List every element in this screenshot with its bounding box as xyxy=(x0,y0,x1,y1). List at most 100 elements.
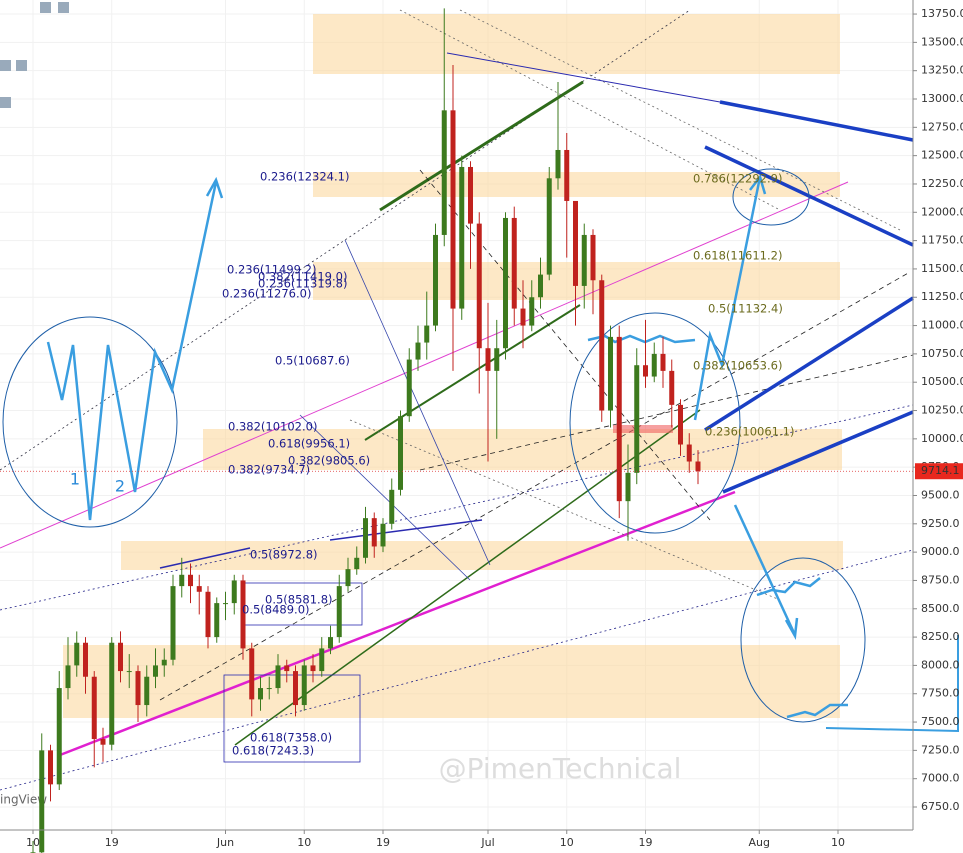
box xyxy=(613,425,673,433)
trend-line xyxy=(399,9,781,211)
candle-body xyxy=(538,274,543,298)
candle-body xyxy=(214,603,220,638)
y-tick-label: 7000.0 xyxy=(921,772,960,785)
candle-body xyxy=(56,688,62,785)
x-tick-label: 10 xyxy=(560,836,574,849)
candle-body xyxy=(529,297,535,326)
box xyxy=(223,674,361,763)
y-tick-label: 11750.0 xyxy=(921,234,963,247)
candle-body xyxy=(468,166,473,224)
y-tick-label: 9250.0 xyxy=(921,517,960,530)
candle-body xyxy=(170,586,176,660)
zone xyxy=(313,14,840,74)
candle-body xyxy=(126,671,132,673)
last-price-label: 9714.1 xyxy=(921,464,960,477)
icon xyxy=(0,60,11,71)
y-tick-label: 9000.0 xyxy=(921,545,960,558)
y-tick-label: 7750.0 xyxy=(921,687,960,700)
trend-line xyxy=(59,490,736,757)
candle-body xyxy=(415,342,421,360)
y-tick-label: 6750.0 xyxy=(921,800,960,813)
fib-label: 0.236(10061.1) xyxy=(705,425,794,439)
trend-line xyxy=(159,547,251,569)
fib-label: 0.5(8489.0) xyxy=(242,603,310,617)
candle-body xyxy=(371,518,377,547)
zone xyxy=(313,172,840,197)
y-tick-label: 12250.0 xyxy=(921,177,963,190)
candle-body xyxy=(503,217,508,349)
candle-body xyxy=(83,642,88,677)
wave xyxy=(825,635,959,733)
candle-body xyxy=(319,648,325,672)
y-tick-label: 12000.0 xyxy=(921,205,963,218)
candle-body xyxy=(179,574,185,587)
candle-body xyxy=(258,688,263,700)
candle-body xyxy=(546,178,552,275)
x-tick-label: 10 xyxy=(297,836,311,849)
circle xyxy=(740,557,866,723)
drawings xyxy=(0,9,959,791)
candle-body xyxy=(249,648,255,700)
candle-body xyxy=(599,280,605,411)
last-price-box xyxy=(915,463,963,480)
candle-body xyxy=(625,472,631,502)
candle-body xyxy=(275,665,281,689)
candle-body xyxy=(398,416,403,490)
candle-body xyxy=(284,665,290,672)
fib-label: 0.236(11319.8) xyxy=(258,277,347,291)
candle-body xyxy=(345,569,351,587)
fib-label: 0.618(11611.2) xyxy=(693,249,782,263)
candle-body xyxy=(678,404,683,445)
candle-body xyxy=(144,676,150,706)
candle-body xyxy=(494,348,500,371)
trend-line xyxy=(344,239,491,566)
y-tick-label: 11500.0 xyxy=(921,262,963,275)
candle-body xyxy=(74,642,80,666)
y-tick-label: 10000.0 xyxy=(921,432,963,445)
trend-line xyxy=(0,549,914,791)
circle xyxy=(569,312,741,534)
candle-body xyxy=(223,603,228,605)
candle-body xyxy=(39,750,45,853)
candle-body xyxy=(555,149,561,179)
candle-body xyxy=(441,110,447,235)
y-tick-label: 8500.0 xyxy=(921,602,960,615)
labels: 0.236(12324.1) 0.236(11499.2)0.382(11419.… xyxy=(70,170,795,758)
trend-line xyxy=(329,519,483,541)
arrow-head xyxy=(784,617,799,640)
wave-arrow xyxy=(46,181,218,521)
zone xyxy=(121,541,843,570)
candle-body xyxy=(363,518,368,558)
icon xyxy=(40,2,51,13)
y-tick-label: 13500.0 xyxy=(921,35,963,48)
candle-body xyxy=(660,353,666,371)
x-tick-label: 19 xyxy=(105,836,119,849)
trend-line xyxy=(719,100,914,142)
fib-label: 0.786(12292.9) xyxy=(693,172,782,186)
fib-label: 0.382(9734.7) xyxy=(228,463,310,477)
toolbar xyxy=(0,2,69,108)
y-tick-label: 7250.0 xyxy=(921,743,960,756)
trend-line xyxy=(459,9,901,231)
y-tick-label: 11250.0 xyxy=(921,290,963,303)
candle-body xyxy=(686,444,692,462)
candle-body xyxy=(100,739,106,745)
x-tick-label: Aug xyxy=(749,836,770,849)
trend-line xyxy=(419,354,914,471)
trend-line xyxy=(0,181,849,549)
y-tick-label: 7500.0 xyxy=(921,715,960,728)
trend-line xyxy=(722,410,914,494)
candle-body xyxy=(608,336,613,411)
y-tick-label: 8750.0 xyxy=(921,573,960,586)
y-tick-label: 13250.0 xyxy=(921,64,963,77)
candle-body xyxy=(634,365,640,473)
y-tick-label: 10750.0 xyxy=(921,347,963,360)
zone xyxy=(63,645,840,718)
candle-body xyxy=(293,671,298,706)
y-tick-label: 8000.0 xyxy=(921,658,960,671)
candle-body xyxy=(406,359,412,417)
candle-body xyxy=(380,523,386,547)
trend-line xyxy=(0,404,914,611)
fib-label: 0.236(11499.2) xyxy=(227,263,316,277)
